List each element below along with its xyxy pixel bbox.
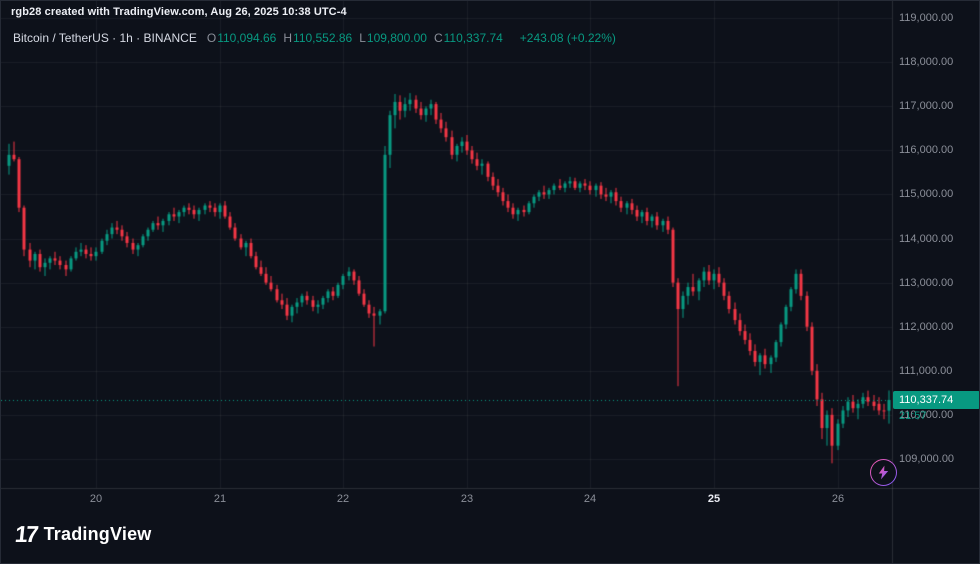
price-axis-label: 109,000.00 <box>899 452 955 465</box>
time-axis-label: 20 <box>89 493 103 505</box>
boost-button[interactable] <box>870 459 897 486</box>
time-axis-label: 26 <box>831 493 845 505</box>
bar-countdown: 21:57 <box>899 409 927 422</box>
ohlc-letter: L <box>359 31 366 45</box>
time-axis-label: 21 <box>213 493 227 505</box>
time-axis[interactable]: 20 21 22 23 24 25 26 <box>1 489 893 511</box>
tradingview-logo-icon: 17 <box>13 521 39 547</box>
price-axis-label: 118,000.00 <box>899 56 954 69</box>
legend: Bitcoin / TetherUS · 1h · BINANCE O 110,0… <box>13 31 616 45</box>
ohlc-pair: C 110,337.74 <box>434 31 503 45</box>
price-axis-label: 115,000.00 <box>899 188 954 201</box>
current-price-badge: 110,337.74 <box>893 390 979 409</box>
price-axis[interactable]: 119,000.00 118,000.00 117,000.00 116,000.00… <box>893 1 979 488</box>
time-axis-label: 22 <box>336 493 350 505</box>
ohlc-value: 110,094.66 <box>217 31 277 45</box>
tradingview-logo[interactable]: 17 TradingView <box>13 521 152 548</box>
price-axis-label: 119,000.00 <box>899 12 954 25</box>
ohlc-letter: C <box>433 31 443 45</box>
price-axis-label: 111,000.00 <box>899 364 953 377</box>
ohlc-values: O 110,094.66 H 110,552.86 L 109,800.00 C 110,33… <box>207 31 510 45</box>
price-axis-label: 117,000.00 <box>899 100 954 113</box>
symbol-title[interactable]: Bitcoin / TetherUS · 1h · BINANCE <box>13 31 197 45</box>
price-axis-label: 113,000.00 <box>899 276 954 289</box>
change-value: +243.08 (+0.22%) <box>519 31 616 45</box>
price-axis-label: 112,000.00 <box>899 320 954 333</box>
time-axis-label: 23 <box>460 493 474 505</box>
price-axis-label: 114,000.00 <box>899 232 954 245</box>
ohlc-pair: H 110,552.86 <box>283 31 352 45</box>
ohlc-pair: O 110,094.66 <box>207 31 277 45</box>
lightning-icon <box>878 465 889 480</box>
time-axis-label: 24 <box>583 493 597 505</box>
price-axis-label: 116,000.00 <box>899 144 954 157</box>
ohlc-value: 110,552.86 <box>293 31 353 45</box>
ohlc-value: 110,337.74 <box>443 31 503 45</box>
watermark-note: rgb28 created with TradingView.com, Aug … <box>11 6 347 18</box>
ohlc-value: 109,800.00 <box>366 31 427 45</box>
ohlc-pair: L 109,800.00 <box>359 31 427 45</box>
time-axis-label: 25 <box>707 493 721 505</box>
ohlc-letter: H <box>283 31 293 45</box>
ohlc-letter: O <box>206 31 217 45</box>
tradingview-wordmark: TradingView <box>43 524 152 544</box>
price-axis-label: 110,000.00 <box>899 408 954 421</box>
